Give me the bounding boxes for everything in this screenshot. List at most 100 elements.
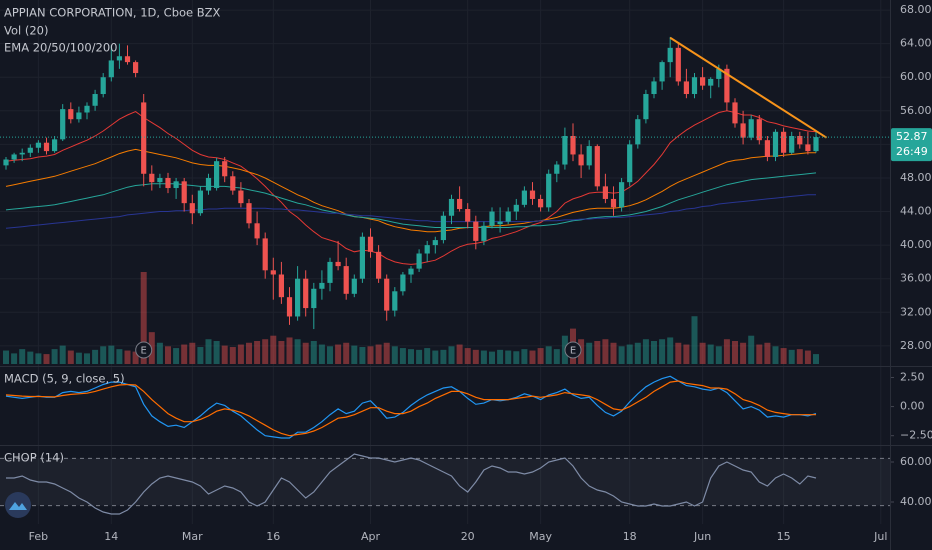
volume-bar: [35, 353, 42, 364]
y-tick-label: 28.00: [900, 339, 932, 352]
candle-body: [651, 81, 657, 95]
volume-bar: [804, 350, 811, 364]
candle-body: [797, 135, 803, 145]
volume-bar: [448, 346, 455, 364]
volume-bar: [132, 351, 139, 364]
candle-body: [489, 211, 495, 226]
candle-body: [683, 81, 689, 95]
volume-bar: [237, 344, 244, 364]
candle-body: [351, 278, 357, 294]
candle-body: [635, 119, 641, 145]
volume-bar: [391, 346, 398, 364]
volume-bar: [278, 341, 285, 364]
candle-body: [578, 154, 584, 166]
volume-bar: [740, 342, 747, 364]
candle-body: [538, 198, 544, 208]
candle-body: [133, 62, 139, 74]
volume-bar: [286, 337, 293, 364]
candle-body: [222, 161, 228, 177]
last-price-box: [891, 128, 932, 162]
candle-body: [457, 198, 463, 210]
volume-bar: [124, 350, 131, 364]
candle-body: [278, 274, 284, 298]
candle-body: [319, 282, 325, 289]
candle-body: [448, 198, 455, 216]
volume-bar: [246, 342, 252, 364]
candle-body: [505, 211, 511, 222]
indicator-line: [6, 453, 817, 515]
candle-body: [465, 209, 471, 222]
volume-bar: [270, 335, 277, 364]
volume-bar: [399, 348, 406, 364]
candle-body: [335, 261, 341, 267]
candle-body: [311, 288, 317, 309]
volume-bar: [302, 342, 309, 364]
candle-body: [295, 278, 301, 317]
volume-bar: [521, 349, 528, 364]
candle-body: [149, 173, 155, 183]
volume-bar: [610, 342, 617, 364]
candle-body: [27, 147, 33, 153]
candle-body: [521, 190, 527, 205]
volume-bar: [51, 349, 58, 364]
earnings-marker[interactable]: [135, 341, 153, 359]
volume-bar: [691, 316, 698, 364]
candle-body: [594, 146, 600, 187]
candle-body: [554, 164, 560, 174]
candle-body: [513, 204, 519, 212]
volume-bar: [156, 342, 163, 364]
logo[interactable]: [5, 492, 31, 518]
volume-bar: [699, 342, 706, 364]
y-tick-label: 36.00: [900, 272, 932, 285]
candle-body: [230, 176, 236, 191]
volume-bar: [221, 345, 228, 364]
candle-body: [659, 62, 665, 82]
indicator-label: Vol (20): [4, 24, 48, 38]
volume-bar: [3, 350, 9, 364]
trendline: [669, 36, 828, 139]
volume-bar: [732, 341, 738, 364]
volume-bar: [756, 344, 763, 364]
candle-body: [602, 186, 608, 199]
volume-bar: [100, 346, 107, 364]
volume-bar: [472, 349, 479, 364]
candle-body: [92, 94, 98, 106]
volume-bar: [707, 344, 714, 364]
ema-line: [5, 172, 817, 228]
candle-body: [68, 109, 74, 120]
volume-bar: [626, 344, 633, 364]
volume-bar: [602, 339, 609, 364]
x-tick-label: Mar: [182, 530, 203, 543]
candle-body: [384, 278, 390, 311]
volume-bar: [408, 349, 414, 364]
candle-body: [416, 253, 422, 269]
candle-body: [189, 203, 195, 214]
candle-body: [691, 77, 698, 95]
candle-body: [246, 203, 252, 224]
ema-line: [5, 194, 816, 229]
candle-body: [76, 112, 82, 120]
candle-body: [197, 190, 203, 214]
candle-body: [343, 266, 349, 294]
candle-body: [789, 135, 795, 153]
candle-body: [359, 236, 365, 279]
volume-bar: [618, 346, 625, 364]
volume-bar: [84, 353, 90, 364]
volume-bar: [310, 341, 317, 364]
volume-bar: [456, 344, 463, 364]
x-tick-label: Apr: [361, 530, 381, 543]
candle-body: [303, 278, 309, 309]
candle-body: [84, 105, 90, 113]
y-tick-label: 40.00: [900, 495, 932, 508]
ema-line: [5, 148, 816, 233]
earnings-marker[interactable]: [564, 341, 582, 359]
y-tick-label: 2.50: [900, 370, 925, 383]
volume-bar: [327, 346, 333, 364]
pane-title: CHOP (14): [4, 451, 64, 465]
candle-body: [100, 77, 106, 95]
candle-body: [529, 190, 536, 199]
candle-body: [643, 94, 649, 120]
volume-bar: [11, 353, 18, 364]
volume-bar: [19, 349, 26, 364]
volume-bar: [92, 349, 99, 364]
